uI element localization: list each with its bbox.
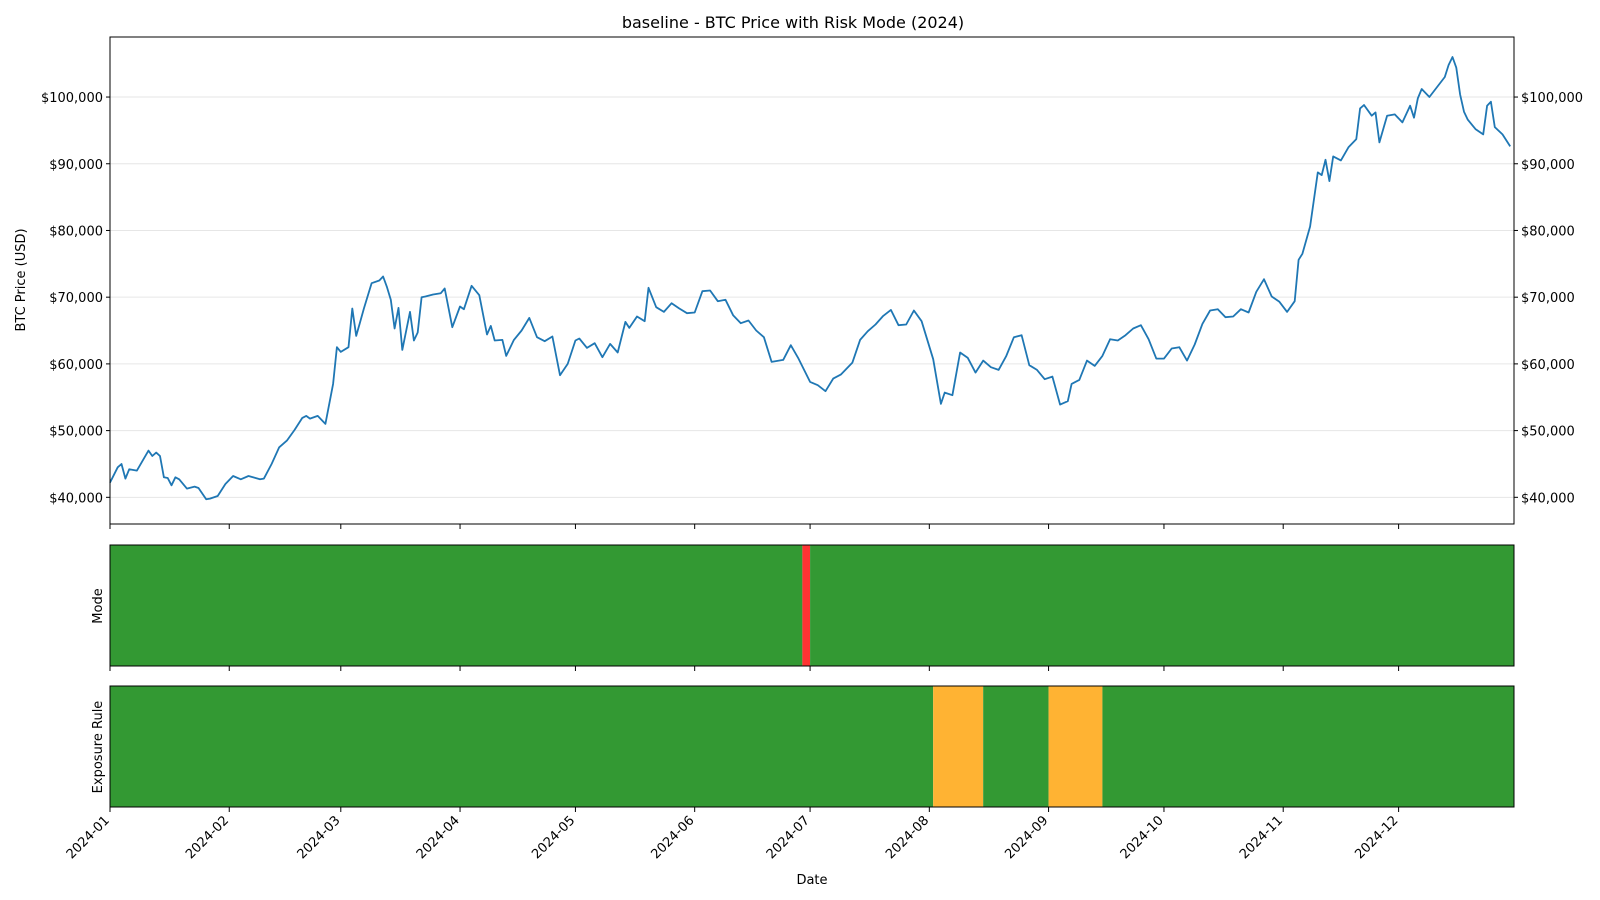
price-y-ticks-left: $40,000 $50,000 $60,000 $70,000 $80,000 $90,0… bbox=[41, 91, 110, 506]
x-tick-label: 2024-06 bbox=[648, 813, 697, 862]
x-tick-label: 2024-02 bbox=[183, 813, 232, 862]
x-tick-label: 2024-01 bbox=[64, 813, 113, 862]
x-tick-label: 2024-09 bbox=[1002, 813, 1051, 862]
price-x-ticks bbox=[109, 524, 1400, 529]
band-segment-normal bbox=[110, 686, 934, 807]
mode-panel: Mode bbox=[91, 544, 1515, 671]
y-tick-label: $60,000 bbox=[49, 358, 103, 373]
y-tick-label-right: $100,000 bbox=[1521, 91, 1583, 106]
exposure-x-ticks: 2024-01 2024-02 2024-03 2024-04 2024-05 2024-… bbox=[64, 807, 1401, 862]
mode-y-axis-title: Mode bbox=[91, 588, 106, 623]
x-tick-label: 2024-08 bbox=[883, 813, 932, 862]
x-tick-label: 2024-03 bbox=[295, 813, 344, 862]
y-tick-label: $80,000 bbox=[49, 224, 103, 239]
price-panel: $40,000 $50,000 $60,000 $70,000 $80,000 $90,0… bbox=[14, 36, 1583, 529]
y-tick-label: $70,000 bbox=[49, 291, 103, 306]
exposure-bands bbox=[110, 686, 1514, 807]
mode-panel-frame bbox=[109, 544, 1515, 667]
price-panel-frame bbox=[109, 36, 1515, 525]
y-tick-label-right: $70,000 bbox=[1521, 291, 1575, 306]
y-tick-label-right: $80,000 bbox=[1521, 224, 1575, 239]
y-tick-label-right: $60,000 bbox=[1521, 358, 1575, 373]
x-tick-label: 2024-04 bbox=[414, 813, 463, 862]
price-y-axis-title: BTC Price (USD) bbox=[14, 228, 29, 331]
y-tick-label: $50,000 bbox=[49, 425, 103, 440]
x-tick-label: 2024-10 bbox=[1118, 813, 1167, 862]
exposure-y-axis-title: Exposure Rule bbox=[91, 701, 106, 794]
band-segment-reduced bbox=[933, 686, 984, 807]
mode-bands bbox=[110, 545, 1514, 666]
price-line-layer bbox=[109, 56, 1511, 501]
x-tick-label: 2024-12 bbox=[1352, 813, 1401, 862]
y-tick-label: $40,000 bbox=[49, 491, 103, 506]
y-tick-label-right: $90,000 bbox=[1521, 158, 1575, 173]
y-tick-label: $90,000 bbox=[49, 158, 103, 173]
band-segment-normal bbox=[110, 545, 803, 666]
x-tick-label: 2024-07 bbox=[764, 813, 813, 862]
x-axis-title: Date bbox=[796, 873, 827, 888]
band-segment-alert bbox=[802, 545, 811, 666]
exposure-panel: 2024-01 2024-02 2024-03 2024-04 2024-05 2024-… bbox=[64, 685, 1515, 888]
y-tick-label-right: $40,000 bbox=[1521, 491, 1575, 506]
y-tick-label-right: $50,000 bbox=[1521, 425, 1575, 440]
x-tick-label: 2024-11 bbox=[1237, 813, 1286, 862]
exposure-panel-frame bbox=[109, 685, 1515, 808]
band-segment-reduced bbox=[1048, 686, 1103, 807]
x-tick-label: 2024-05 bbox=[529, 813, 578, 862]
band-segment-normal bbox=[810, 545, 1514, 666]
band-segment-normal bbox=[1102, 686, 1514, 807]
price-series-line bbox=[109, 56, 1511, 501]
band-segment-normal bbox=[983, 686, 1049, 807]
price-grid bbox=[110, 96, 1514, 498]
y-tick-label: $100,000 bbox=[41, 91, 103, 106]
chart-title: baseline - BTC Price with Risk Mode (202… bbox=[622, 13, 964, 32]
price-y-ticks-right: $40,000 $50,000 $60,000 $70,000 $80,000 $90,0… bbox=[1514, 91, 1583, 506]
mode-x-ticks bbox=[109, 666, 1400, 671]
